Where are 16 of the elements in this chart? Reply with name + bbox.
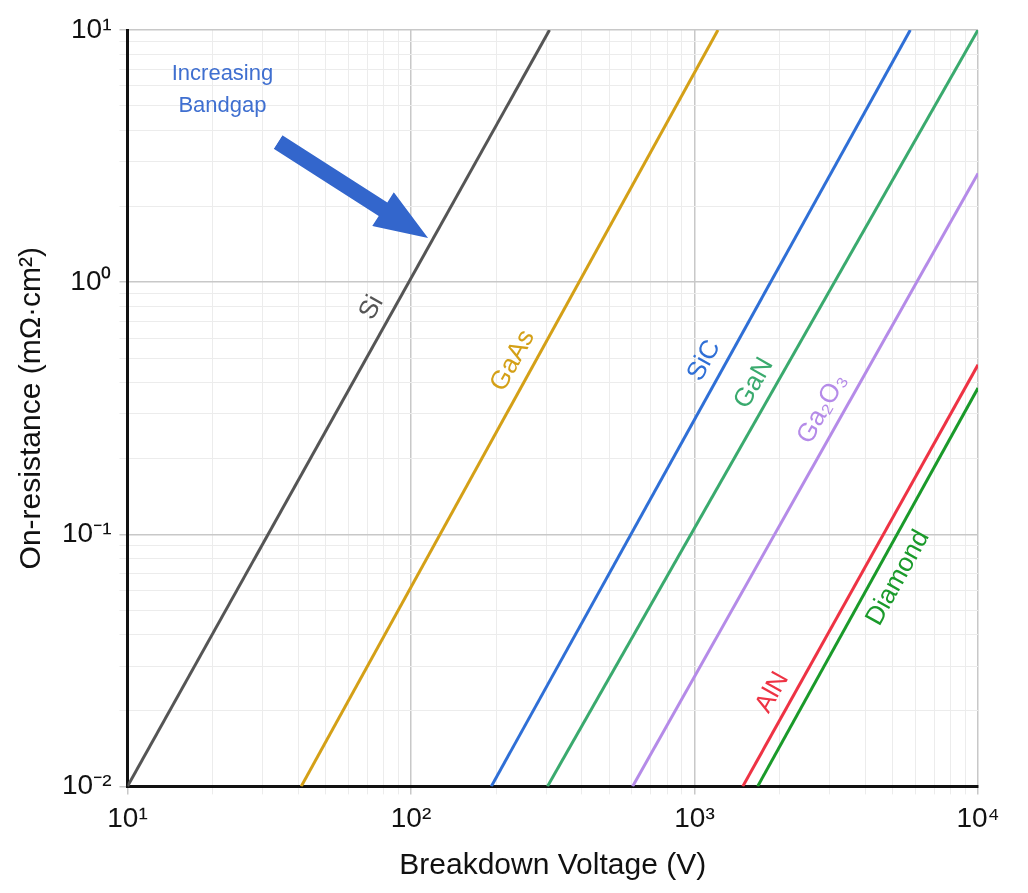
y-tick-label: 10¹ [71, 12, 112, 44]
x-tick-label: 10³ [674, 801, 715, 833]
y-tick-label: 10⁻¹ [62, 516, 112, 548]
text: SiC [679, 334, 726, 386]
x-axis-title: Breakdown Voltage (V) [399, 847, 707, 881]
y-tick-label: 10⁻² [62, 769, 112, 801]
annotation: Increasing Bandgap [171, 60, 274, 118]
text: GaAs [482, 324, 541, 396]
text: AlN [747, 665, 795, 718]
x-tick-label: 10¹ [107, 801, 148, 833]
text: GaN [726, 351, 779, 413]
x-tick-label: 10⁴ [956, 801, 1000, 833]
text: Si [351, 289, 389, 325]
y-tick-label: 10⁰ [70, 264, 112, 296]
y-axis-title: On-resistance (mΩ·cm²) [13, 246, 47, 570]
x-tick-label: 10² [390, 801, 432, 833]
